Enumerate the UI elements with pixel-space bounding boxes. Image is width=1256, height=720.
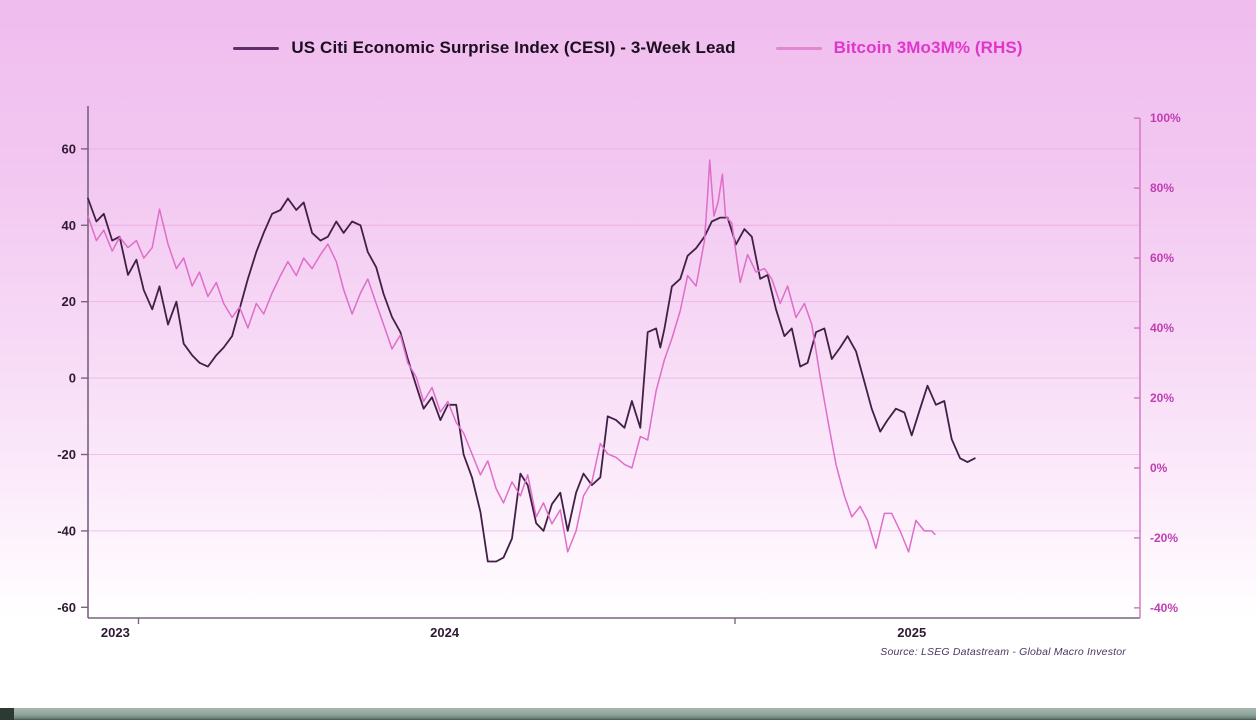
right-axis-tick-label: 20%	[1150, 391, 1174, 405]
left-axis-tick-label: 60	[62, 141, 76, 156]
left-axis-tick-label: -60	[57, 600, 76, 615]
left-axis-tick-label: -40	[57, 523, 76, 538]
legend-item-bitcoin: Bitcoin 3Mo3M% (RHS)	[775, 38, 1023, 58]
right-axis-tick-label: 0%	[1150, 461, 1168, 475]
legend-label-cesi: US Citi Economic Surprise Index (CESI) -…	[291, 38, 736, 57]
left-axis-tick-label: 0	[69, 371, 76, 386]
cesi-line-swatch-icon	[233, 46, 280, 50]
left-axis-tick-label: 20	[62, 294, 76, 309]
right-axis-tick-label: 60%	[1150, 251, 1174, 265]
right-axis-tick-label: -20%	[1150, 531, 1178, 545]
x-axis-year-label: 2023	[101, 625, 130, 640]
bottom-bar-notch	[0, 708, 14, 720]
bitcoin-line-swatch-icon	[775, 46, 822, 50]
chart-legend: US Citi Economic Surprise Index (CESI) -…	[0, 38, 1256, 58]
series-line-cesi	[87, 197, 976, 563]
right-axis-tick-label: 80%	[1150, 181, 1174, 195]
right-axis-tick-label: 100%	[1150, 111, 1181, 125]
legend-label-bitcoin: Bitcoin 3Mo3M% (RHS)	[833, 38, 1023, 57]
right-axis-tick-label: 40%	[1150, 321, 1174, 335]
x-axis-year-label: 2024	[430, 625, 460, 640]
x-axis-year-label: 2025	[897, 625, 926, 640]
left-axis-tick-label: 40	[62, 218, 76, 233]
series-line-bitcoin	[87, 159, 936, 553]
left-axis-tick-label: -20	[57, 447, 76, 462]
source-note: Source: LSEG Datastream - Global Macro I…	[880, 646, 1126, 658]
bottom-bar	[0, 708, 1256, 720]
legend-item-cesi: US Citi Economic Surprise Index (CESI) -…	[233, 38, 735, 58]
right-axis-tick-label: -40%	[1150, 601, 1178, 615]
